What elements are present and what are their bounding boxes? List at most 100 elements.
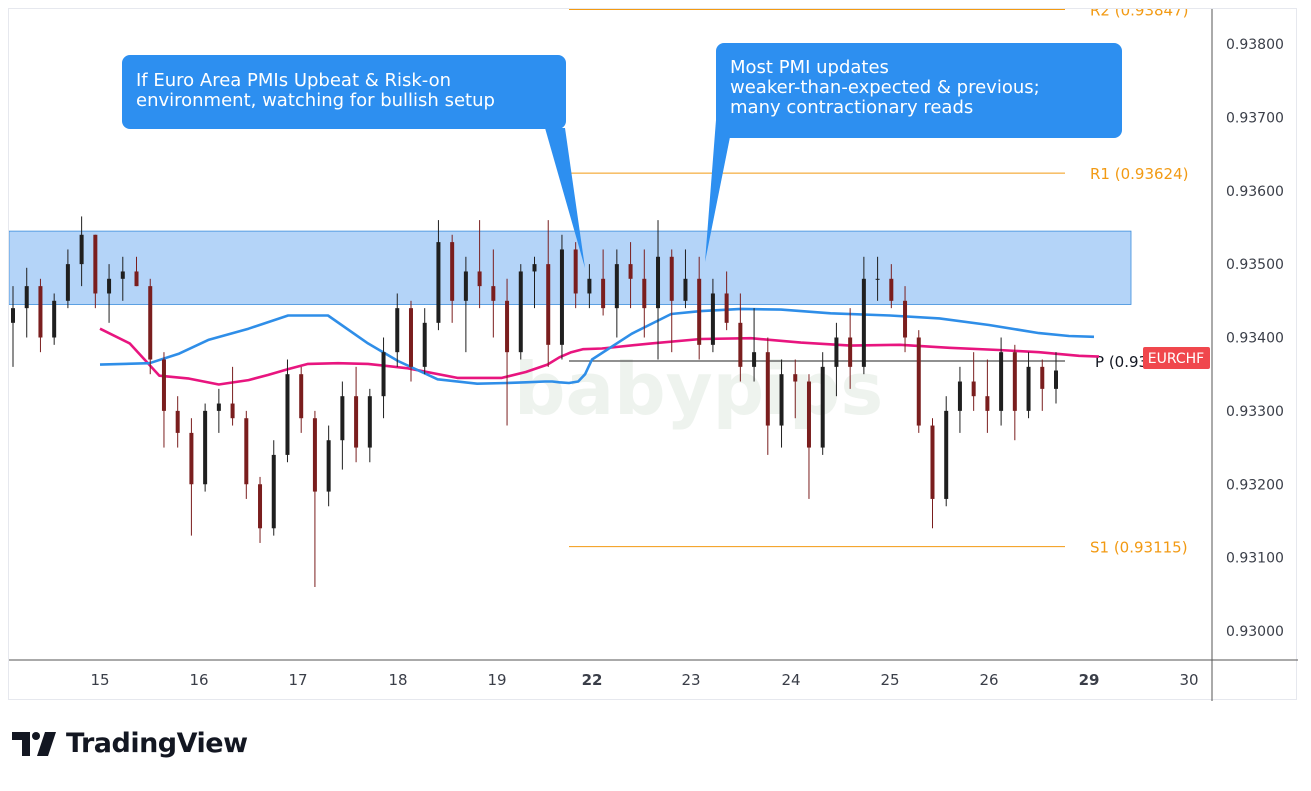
candle-body bbox=[889, 278, 894, 301]
candle-body bbox=[258, 484, 263, 529]
candle-body bbox=[559, 249, 564, 345]
pivot-r2-label: R2 (0.93847) bbox=[1090, 9, 1188, 20]
candle-body bbox=[11, 308, 15, 323]
candle-body bbox=[1026, 366, 1031, 411]
x-tick-label: 19 bbox=[487, 671, 506, 689]
candle-body bbox=[806, 381, 811, 448]
x-tick-label: 25 bbox=[880, 671, 899, 689]
candle-body bbox=[230, 403, 235, 419]
candle-body bbox=[271, 454, 276, 529]
candle-body bbox=[614, 264, 619, 309]
candle-body bbox=[367, 396, 372, 448]
callout-line: environment, watching for bullish setup bbox=[136, 90, 495, 111]
candle-body bbox=[299, 374, 304, 419]
x-tick-label: 23 bbox=[681, 671, 700, 689]
candle-body bbox=[697, 278, 702, 345]
candle-body bbox=[930, 425, 935, 499]
candle-body bbox=[944, 410, 949, 499]
candle-body bbox=[1054, 370, 1058, 389]
candle-body bbox=[875, 278, 880, 280]
candle-body bbox=[450, 242, 455, 301]
candle-body bbox=[52, 300, 57, 338]
candle-body bbox=[244, 418, 249, 485]
candle-body bbox=[1012, 352, 1017, 411]
y-tick-label: 0.93000 bbox=[1226, 624, 1284, 640]
candle-body bbox=[436, 242, 441, 323]
candle-body bbox=[916, 337, 921, 426]
candle-body bbox=[161, 359, 166, 411]
candle-body bbox=[628, 264, 633, 279]
babypips-watermark: babypips bbox=[514, 347, 883, 431]
symbol-tag bbox=[1143, 346, 1210, 369]
candle-body bbox=[1040, 366, 1045, 389]
candle-body bbox=[216, 403, 221, 411]
candle-body bbox=[656, 256, 661, 309]
pivot-s1-label: S1 (0.93115) bbox=[1090, 539, 1188, 557]
candle-body bbox=[820, 366, 825, 448]
candle-body bbox=[422, 322, 427, 367]
x-tick-label: 16 bbox=[189, 671, 208, 689]
callout-line: If Euro Area PMIs Upbeat & Risk-on bbox=[136, 70, 452, 91]
candle-body bbox=[505, 300, 510, 353]
candle-body bbox=[903, 300, 908, 338]
tradingview-brand[interactable]: TradingView bbox=[12, 728, 248, 759]
candle-body bbox=[148, 286, 153, 360]
y-tick-label: 0.93300 bbox=[1226, 404, 1284, 420]
candle-body bbox=[24, 286, 29, 309]
moving-average-fast bbox=[99, 327, 1100, 386]
candle-body bbox=[79, 234, 84, 265]
candle-body bbox=[381, 352, 386, 397]
x-tick-label: 22 bbox=[582, 671, 603, 689]
candle-body bbox=[779, 374, 784, 426]
candle-body bbox=[532, 264, 537, 272]
y-tick-label: 0.93700 bbox=[1226, 110, 1284, 126]
candle-body bbox=[861, 278, 866, 367]
pivot-r1-label: R1 (0.93624) bbox=[1090, 165, 1188, 183]
candle-body bbox=[669, 256, 674, 301]
candle-body bbox=[463, 271, 468, 301]
candle-body bbox=[395, 308, 400, 353]
candle-body bbox=[738, 322, 743, 367]
candle-body bbox=[189, 432, 194, 485]
y-tick-label: 0.93600 bbox=[1226, 184, 1284, 200]
candle-body bbox=[573, 249, 578, 294]
tradingview-wordmark: TradingView bbox=[66, 728, 248, 759]
candle-body bbox=[683, 278, 688, 301]
callout-line: many contractionary reads bbox=[730, 97, 974, 118]
symbol-tag-label: EURCHF bbox=[1148, 351, 1204, 367]
candle-body bbox=[477, 271, 482, 287]
annotation-callout-euro-pmi: If Euro Area PMIs Upbeat & Risk-on envir… bbox=[122, 55, 566, 129]
candle-body bbox=[175, 410, 180, 433]
y-tick-label: 0.93500 bbox=[1226, 257, 1284, 273]
candle-body bbox=[107, 278, 112, 294]
candle-body bbox=[724, 293, 729, 323]
candle-body bbox=[752, 352, 757, 367]
x-tick-label: 24 bbox=[781, 671, 800, 689]
y-tick-label: 0.93800 bbox=[1226, 37, 1284, 53]
candle-body bbox=[491, 286, 496, 301]
candle-body bbox=[93, 234, 98, 294]
annotation-callout-pmi-updates: Most PMI updates weaker-than-expected & … bbox=[716, 43, 1122, 138]
candle-body bbox=[793, 374, 798, 382]
resistance-zone bbox=[8, 230, 1132, 305]
candle-body bbox=[354, 396, 359, 448]
candle-body bbox=[601, 278, 606, 309]
candle-body bbox=[971, 381, 976, 397]
callout-line: Most PMI updates bbox=[730, 57, 889, 78]
candle-body bbox=[134, 271, 139, 287]
y-tick-label: 0.93400 bbox=[1226, 331, 1284, 347]
x-tick-label: 15 bbox=[90, 671, 109, 689]
callout-line: weaker-than-expected & previous; bbox=[730, 77, 1040, 98]
candle-body bbox=[957, 381, 962, 411]
candle-body bbox=[765, 352, 770, 426]
candle-body bbox=[587, 278, 592, 294]
x-tick-label: 17 bbox=[288, 671, 307, 689]
chart-panel[interactable]: babypips R2 (0.93847) R1 (0.93624) P (0.933… bbox=[8, 2, 1298, 701]
candle-body bbox=[985, 396, 990, 411]
candle-body bbox=[285, 374, 290, 455]
candle-body bbox=[340, 396, 345, 441]
x-tick-label: 30 bbox=[1179, 671, 1198, 689]
x-tick-label: 18 bbox=[388, 671, 407, 689]
candle-body bbox=[65, 264, 70, 301]
